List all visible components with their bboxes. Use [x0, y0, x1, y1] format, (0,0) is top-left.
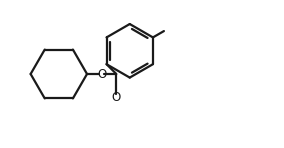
Text: O: O [112, 91, 121, 104]
Text: O: O [97, 67, 106, 81]
